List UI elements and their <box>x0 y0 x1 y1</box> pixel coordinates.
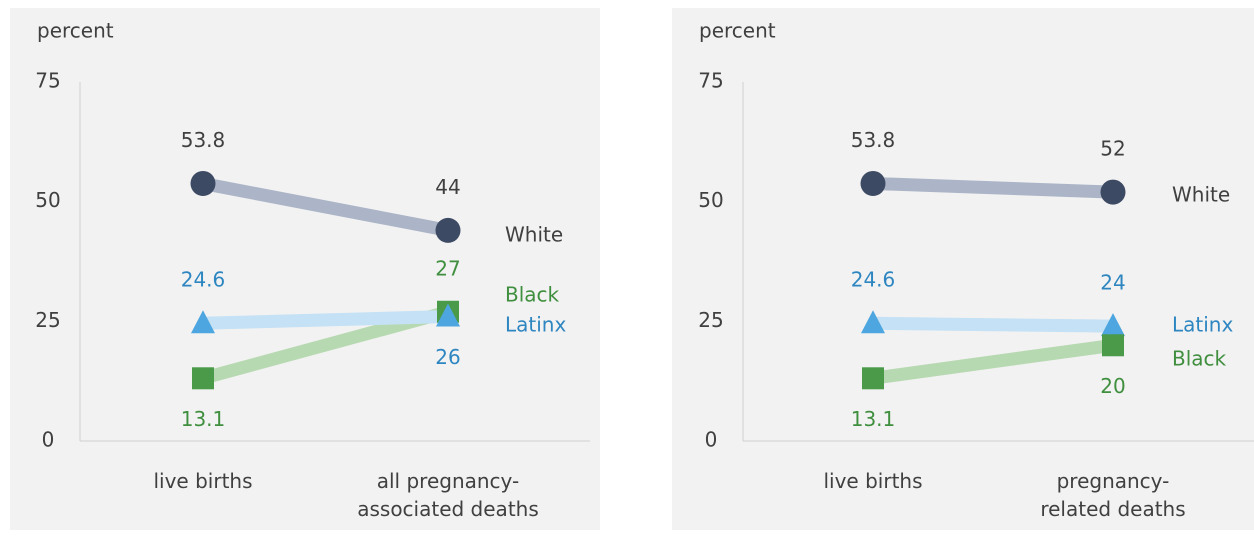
y-tick-label: 0 <box>42 428 55 452</box>
x-tick-label: live births <box>823 469 923 493</box>
y-tick-label: 0 <box>705 428 718 452</box>
data-label: 24 <box>1100 271 1125 295</box>
marker <box>1100 179 1126 205</box>
data-label: 27 <box>435 256 460 280</box>
marker <box>862 367 884 390</box>
marker <box>860 170 886 196</box>
marker <box>1102 334 1124 357</box>
x-tick-label: live births <box>153 469 253 493</box>
x-tick-label: pregnancy-related deaths <box>1040 469 1186 521</box>
panel-background <box>10 8 600 530</box>
y-axis-label: percent <box>699 19 776 43</box>
series-line <box>872 316 1114 333</box>
panel-background <box>672 8 1254 530</box>
marker <box>1101 313 1125 337</box>
series-line <box>202 310 449 330</box>
y-tick-label: 25 <box>698 308 723 332</box>
marker <box>192 367 214 390</box>
marker <box>436 303 460 327</box>
data-label: 53.8 <box>181 128 226 152</box>
data-label: 20 <box>1100 374 1125 398</box>
marker <box>190 170 216 196</box>
data-label: 26 <box>435 345 460 369</box>
data-label: 13.1 <box>851 407 896 431</box>
data-label: 53.8 <box>851 128 896 152</box>
series-line <box>201 177 450 237</box>
data-label: 44 <box>435 175 460 199</box>
data-label: 52 <box>1100 137 1125 161</box>
y-axis-label: percent <box>37 19 114 43</box>
legend-label: Latinx <box>505 313 566 337</box>
x-tick-label: all pregnancy-associated deaths <box>357 469 539 521</box>
marker <box>861 310 885 334</box>
marker <box>191 310 215 334</box>
y-tick-label: 75 <box>698 69 723 93</box>
series-line <box>872 338 1114 385</box>
series-line <box>872 176 1114 199</box>
legend-label: Black <box>505 283 560 307</box>
y-tick-label: 50 <box>35 188 60 212</box>
legend-label: White <box>1172 183 1230 207</box>
y-tick-label: 75 <box>35 69 60 93</box>
y-tick-label: 50 <box>698 188 723 212</box>
data-label: 24.6 <box>181 268 226 292</box>
legend-label: White <box>505 223 563 247</box>
legend-label: Black <box>1172 347 1227 371</box>
marker <box>435 217 461 243</box>
data-label: 13.1 <box>181 407 226 431</box>
data-label: 24.6 <box>851 268 896 292</box>
legend-label: Latinx <box>1172 313 1233 337</box>
y-tick-label: 25 <box>35 308 60 332</box>
